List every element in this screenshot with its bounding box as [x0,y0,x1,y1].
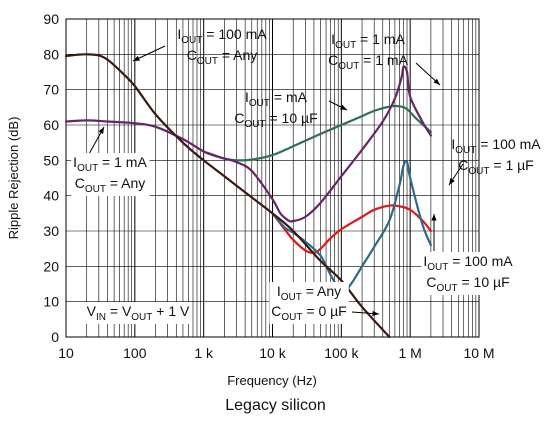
y-tick-label: 60 [43,117,59,133]
annotation-line: COUT = 0 µF [271,303,346,323]
y-tick-label: 30 [43,223,59,239]
y-tick-label: 0 [51,329,59,345]
annotation-line: IOUT = mA [245,89,308,109]
annotation-line: IOUT = 100 mA [451,136,541,156]
y-tick-label: 90 [43,11,59,27]
chart-caption: Legacy silicon [225,397,326,414]
x-tick-label: 1 M [398,345,421,361]
annotation-background [421,252,516,295]
annotation-background [84,302,193,324]
series-line-brown [64,53,391,339]
series-layer [64,53,432,339]
annotation-arrowhead [449,178,455,185]
annotation-arrowhead [431,214,437,221]
annotation-line: COUT = Any [75,175,146,195]
annotation-line: IOUT = 100 mA [177,26,267,46]
plot-frame [65,18,480,338]
annotation-background [71,153,150,196]
series-line-blue [271,160,432,293]
y-tick-label: 80 [43,46,59,62]
y-axis-title: Ripple Rejection (dB) [6,117,21,240]
x-tick-label: 1 k [194,345,214,361]
annotation-line: IOUT = 1 mA [73,154,147,174]
x-tick-label: 100 k [324,345,359,361]
annotation-leaders [88,45,464,317]
annotation-arrowhead [340,104,347,110]
x-tick-label: 100 [123,345,147,361]
annotation-background [269,282,349,324]
series-line-purple [64,65,432,223]
annotation-arrowhead [372,310,379,317]
annotation-line: IOUT = 100 mA [423,253,513,273]
y-tick-label: 20 [43,258,59,274]
series-line-red [271,204,432,255]
annotation-line: COUT = 1 mA [328,52,409,72]
annotation-arrowhead [98,127,104,134]
annotation-arrowhead [433,78,440,85]
y-tick-label: 70 [43,82,59,98]
annotation-line: COUT = 10 µF [234,110,317,130]
annotation-label: VIN = VOUT + 1 V [84,302,193,324]
annotation-line: IOUT = Any [277,283,341,303]
annotation-line: COUT = Any [187,47,258,67]
x-tick-label: 10 M [463,345,494,361]
x-axis-title: Frequency (Hz) [227,373,317,388]
y-tick-label: 50 [43,152,59,168]
annotation-line: VIN = VOUT + 1 V [87,303,190,323]
annotation-line: COUT = 10 µF [426,274,509,294]
annotation-line: COUT = 1 µF [458,157,533,177]
x-tick-label: 10 [58,345,74,361]
series-line-green [202,104,432,162]
x-tick-labels: 10 100 1 k 10 k 100 k 1 M 10 M [58,345,494,361]
y-tick-label: 10 [43,294,59,310]
annotation-line: IOUT = 1 mA [331,31,405,51]
annotation-arrowhead [133,55,140,61]
y-tick-labels: 0 10 20 30 40 50 60 70 80 90 [43,11,59,345]
y-tick-label: 40 [43,188,59,204]
x-tick-label: 10 k [259,345,286,361]
